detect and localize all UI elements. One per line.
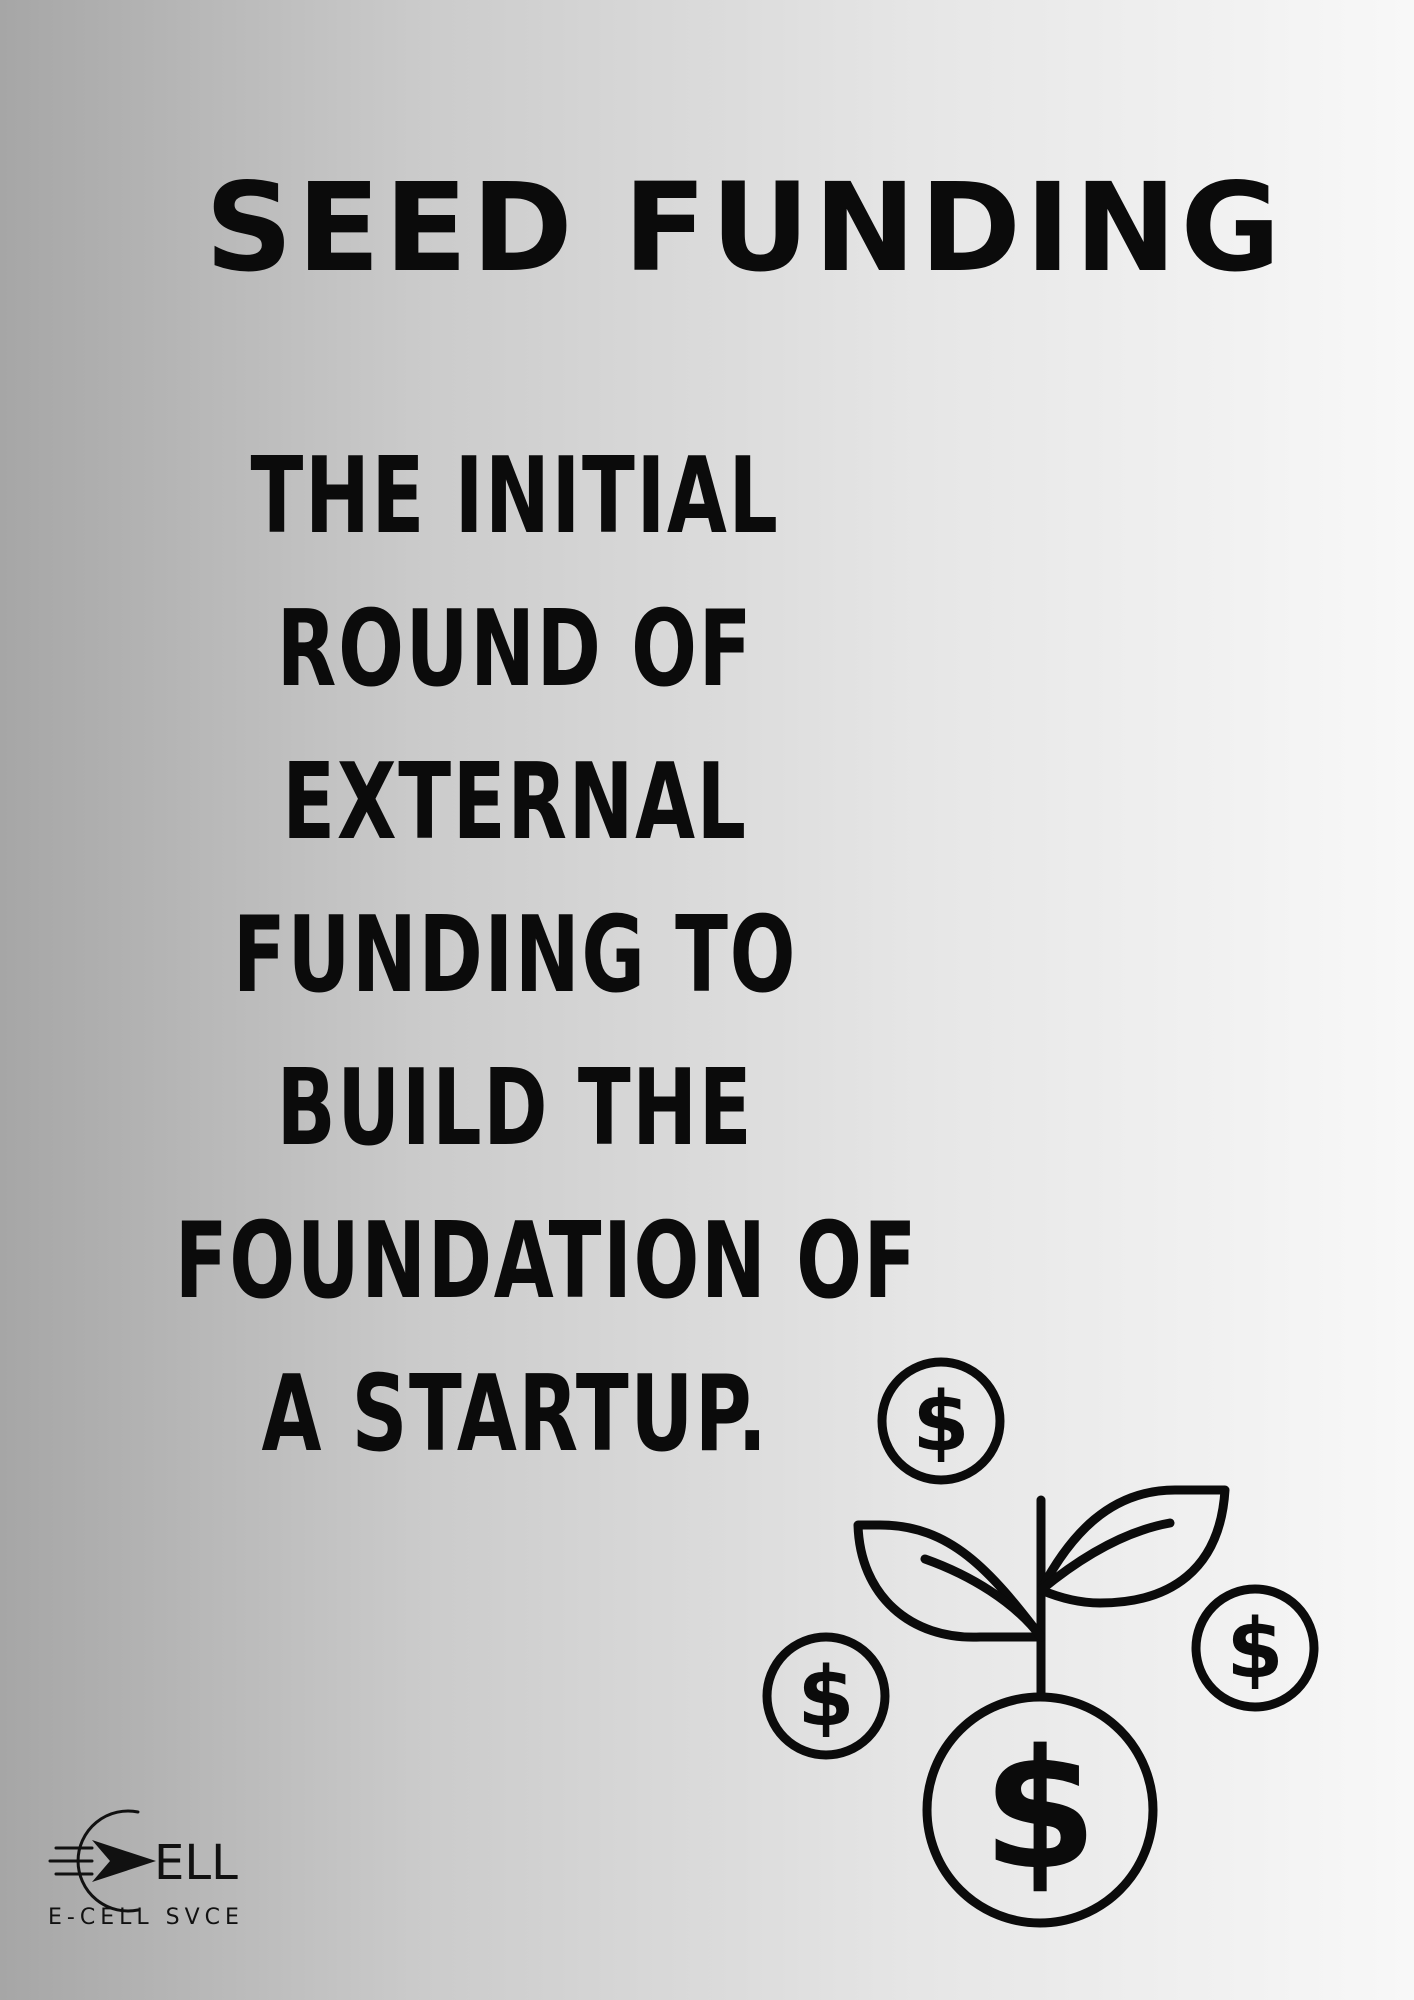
- logo-caption: E-CELL SVCE: [48, 1905, 244, 1930]
- money-plant-icon: $ $ $ $: [762, 1357, 1319, 1928]
- right-leaf-icon: [1036, 1485, 1230, 1608]
- coin-left-icon: [762, 1632, 890, 1760]
- page-title: SEED FUNDING: [205, 157, 1285, 299]
- left-leaf-vein: [920, 1554, 1046, 1642]
- dollar-sign-top: $: [912, 1375, 969, 1470]
- definition-line: FOUNDATION OF: [174, 1200, 919, 1322]
- logo-mark-text: ELL: [154, 1835, 238, 1891]
- arrow-icon: [92, 1840, 156, 1882]
- definition-line: BUILD THE: [276, 1047, 754, 1169]
- definition-line: ROUND OF: [276, 588, 754, 710]
- e-cell-logo-icon: ELL: [48, 1809, 238, 1913]
- dollar-sign-left: $: [797, 1650, 854, 1745]
- definition-line: A STARTUP.: [261, 1353, 769, 1475]
- coin-top-icon: [877, 1357, 1005, 1485]
- coin-right-icon: [1191, 1584, 1319, 1712]
- dollar-sign-big: $: [983, 1714, 1098, 1906]
- definition-line: EXTERNAL: [282, 741, 748, 863]
- definition-line: FUNDING TO: [232, 894, 798, 1016]
- definition-text: THE INITIAL ROUND OF EXTERNAL FUNDING TO…: [100, 420, 930, 1491]
- right-leaf-vein: [1036, 1518, 1175, 1595]
- dollar-sign-right: $: [1226, 1602, 1283, 1697]
- definition-line: THE INITIAL: [250, 435, 780, 557]
- left-leaf-icon: [853, 1520, 1046, 1642]
